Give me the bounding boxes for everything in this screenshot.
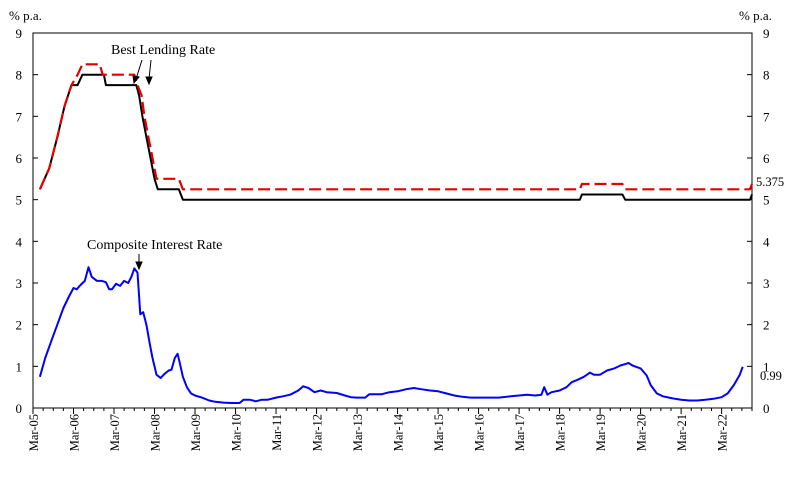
annotation-composite-arrow <box>135 254 143 271</box>
y-right-tick-label: 7 <box>763 109 770 124</box>
x-tick-label: Mar-19 <box>594 414 608 451</box>
x-tick-label: Mar-17 <box>513 414 527 451</box>
annotation-best-lending-rate: Best Lending Rate <box>111 43 215 58</box>
x-tick-label: Mar-13 <box>351 414 365 451</box>
series-line-blr_lower <box>38 73 753 201</box>
x-tick-label: Mar-09 <box>189 414 203 451</box>
y-left-tick-label: 2 <box>16 318 23 333</box>
series-line-composite <box>38 266 744 404</box>
end-label-composite: 0.99 <box>760 369 782 383</box>
x-tick-label: Mar-15 <box>432 414 446 451</box>
y-unit-right: % p.a. <box>739 8 772 23</box>
plot-area <box>32 32 753 409</box>
y-left-tick-label: 3 <box>16 276 23 291</box>
y-left-tick-label: 0 <box>16 401 23 416</box>
y-right-tick-label: 4 <box>763 234 770 249</box>
annotation-best-lending-arrows <box>132 59 153 86</box>
y-right-tick-label: 1 <box>763 359 770 374</box>
x-tick-label: Mar-10 <box>230 414 244 451</box>
x-tick-label: Mar-12 <box>311 414 325 451</box>
annotation-composite-interest-rate: Composite Interest Rate <box>87 238 222 253</box>
y-left-tick-label: 5 <box>16 193 23 208</box>
y-right-tick-label: 0 <box>763 401 770 416</box>
y-left-tick-label: 6 <box>16 151 23 166</box>
end-label-best-lending: 5.375 <box>756 175 784 189</box>
y-left-tick-label: 4 <box>16 234 23 249</box>
y-axis-right: 0 1 2 3 4 5 6 7 8 9 <box>747 26 770 416</box>
series-line-blr_upper <box>38 63 754 191</box>
x-tick-label: Mar-06 <box>68 414 82 451</box>
y-axis-left: 0 1 2 3 4 5 6 7 8 9 <box>16 26 38 416</box>
x-tick-label: Mar-16 <box>473 414 487 451</box>
series-layer <box>38 63 754 404</box>
x-tick-label: Mar-05 <box>27 414 41 451</box>
y-left-tick-label: 9 <box>16 26 23 41</box>
x-tick-label: Mar-21 <box>675 414 689 451</box>
y-right-tick-label: 5 <box>763 193 770 208</box>
y-left-tick-label: 1 <box>16 359 23 374</box>
x-tick-label: Mar-08 <box>149 414 163 451</box>
y-unit-left: % p.a. <box>9 8 42 23</box>
y-right-tick-label: 3 <box>763 276 770 291</box>
x-axis: Mar-05 Mar-06 Mar-07 Mar-08 Mar-09 Mar-10 Mar-… <box>27 408 753 451</box>
y-right-tick-label: 2 <box>763 318 770 333</box>
y-left-tick-label: 7 <box>16 109 23 124</box>
x-tick-label: Mar-07 <box>108 414 122 451</box>
y-right-tick-label: 6 <box>763 151 770 166</box>
y-right-tick-label: 9 <box>763 26 770 41</box>
y-left-tick-label: 8 <box>16 68 23 83</box>
x-tick-label: Mar-11 <box>270 414 284 451</box>
x-tick-label: Mar-20 <box>635 414 649 451</box>
x-tick-label: Mar-18 <box>554 414 568 451</box>
y-right-tick-label: 8 <box>763 68 770 83</box>
x-tick-label: Mar-22 <box>716 414 730 451</box>
x-tick-label: Mar-14 <box>392 413 406 451</box>
